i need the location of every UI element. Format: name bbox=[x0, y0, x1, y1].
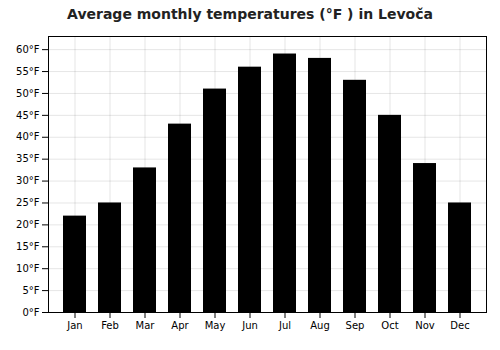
svg-text:55°F: 55°F bbox=[16, 66, 40, 77]
svg-text:5°F: 5°F bbox=[22, 285, 39, 296]
svg-text:Dec: Dec bbox=[450, 320, 469, 331]
svg-text:30°F: 30°F bbox=[16, 175, 40, 186]
svg-text:0°F: 0°F bbox=[22, 307, 39, 318]
svg-text:20°F: 20°F bbox=[16, 219, 40, 230]
svg-text:45°F: 45°F bbox=[16, 110, 40, 121]
svg-text:15°F: 15°F bbox=[16, 241, 40, 252]
svg-text:60°F: 60°F bbox=[16, 44, 40, 55]
svg-text:10°F: 10°F bbox=[16, 263, 40, 274]
html-text:Average monthly temperatures (: Average monthly temperatures (°F ) in Le… bbox=[67, 6, 433, 22]
svg-text:May: May bbox=[205, 320, 226, 331]
svg-text:35°F: 35°F bbox=[16, 153, 40, 164]
svg-text:50°F: 50°F bbox=[16, 88, 40, 99]
svg-text:25°F: 25°F bbox=[16, 197, 40, 208]
svg-text:Jun: Jun bbox=[241, 320, 258, 331]
svg-text:40°F: 40°F bbox=[16, 131, 40, 142]
svg-text:Nov: Nov bbox=[415, 320, 435, 331]
svg-text:Jul: Jul bbox=[278, 320, 291, 331]
svg-text:Oct: Oct bbox=[381, 320, 398, 331]
svg-text:Feb: Feb bbox=[101, 320, 119, 331]
svg-text:Mar: Mar bbox=[136, 320, 156, 331]
svg-text:Jan: Jan bbox=[66, 320, 82, 331]
svg-text:Apr: Apr bbox=[171, 320, 189, 331]
svg-text:Aug: Aug bbox=[310, 320, 330, 331]
svg-text:Sep: Sep bbox=[346, 320, 365, 331]
